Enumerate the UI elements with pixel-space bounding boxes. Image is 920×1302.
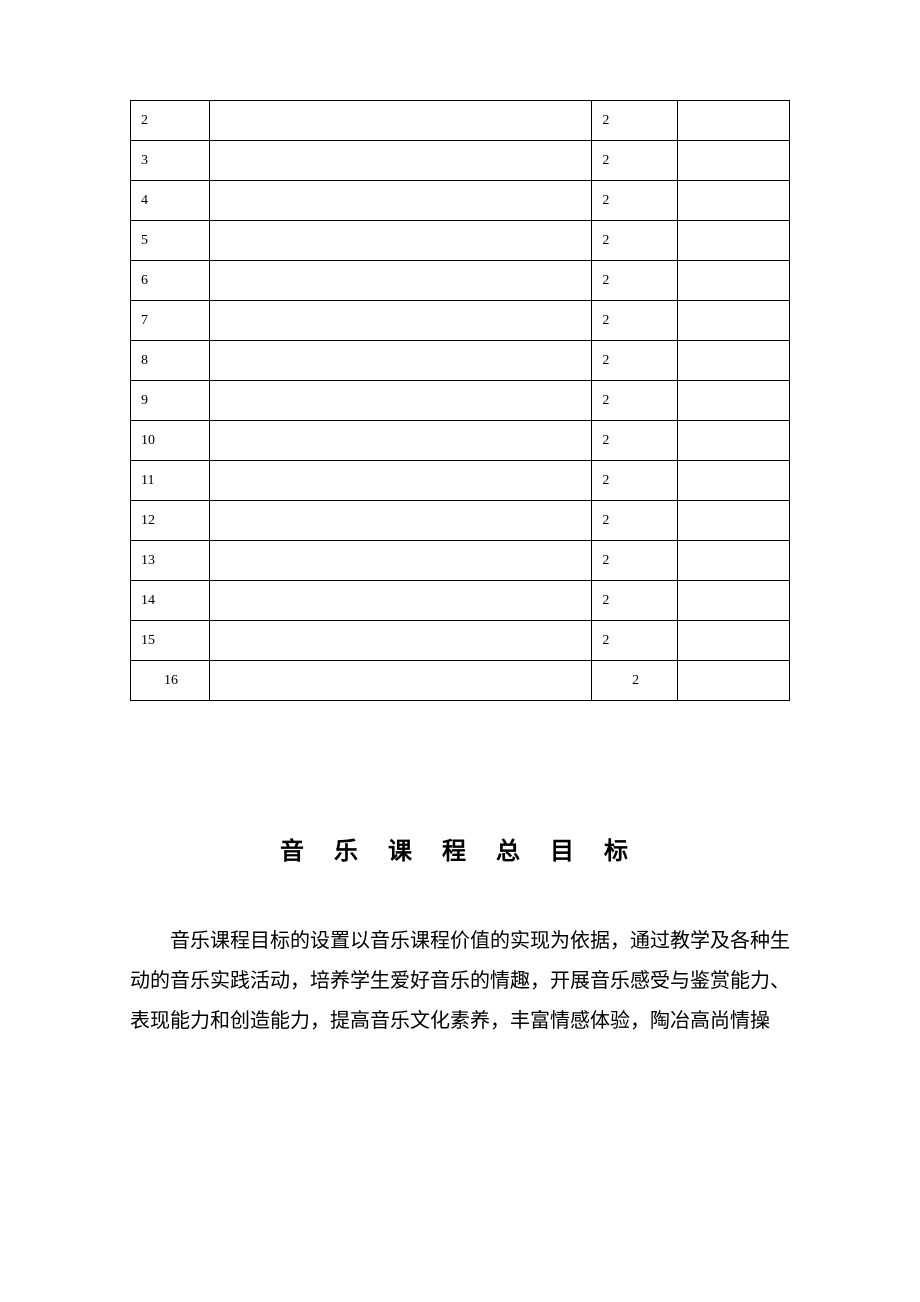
cell-count: 2 [592,181,678,221]
cell-index: 11 [131,461,210,501]
cell-count: 2 [592,301,678,341]
cell-content [210,461,592,501]
table-row: 11 2 [131,461,790,501]
table-row: 4 2 [131,181,790,221]
cell-count: 2 [592,461,678,501]
table-row: 13 2 [131,541,790,581]
cell-content [210,501,592,541]
cell-note [677,421,789,461]
cell-count: 2 [592,141,678,181]
cell-index: 5 [131,221,210,261]
table-row: 12 2 [131,501,790,541]
table-row: 16 2 [131,661,790,701]
cell-content [210,541,592,581]
cell-index: 3 [131,141,210,181]
cell-index: 13 [131,541,210,581]
cell-count: 2 [592,381,678,421]
cell-note [677,381,789,421]
table-row: 8 2 [131,341,790,381]
cell-content [210,261,592,301]
cell-content [210,221,592,261]
cell-content [210,181,592,221]
cell-count: 2 [592,421,678,461]
cell-content [210,141,592,181]
cell-note [677,541,789,581]
cell-count: 2 [592,621,678,661]
cell-content [210,381,592,421]
cell-count: 2 [592,661,678,701]
table-row: 15 2 [131,621,790,661]
cell-note [677,301,789,341]
body-paragraph: 音乐课程目标的设置以音乐课程价值的实现为依据，通过教学及各种生动的音乐实践活动，… [130,921,790,1041]
cell-index: 2 [131,101,210,141]
cell-index: 6 [131,261,210,301]
document-page: 2 2 3 2 4 2 5 2 [0,0,920,1121]
cell-note [677,341,789,381]
cell-count: 2 [592,501,678,541]
cell-note [677,141,789,181]
cell-count: 2 [592,101,678,141]
cell-count: 2 [592,541,678,581]
cell-count: 2 [592,221,678,261]
cell-note [677,581,789,621]
cell-note [677,501,789,541]
cell-note [677,221,789,261]
cell-note [677,261,789,301]
cell-content [210,421,592,461]
cell-index: 4 [131,181,210,221]
table-row: 3 2 [131,141,790,181]
cell-content [210,621,592,661]
schedule-table: 2 2 3 2 4 2 5 2 [130,100,790,701]
cell-note [677,101,789,141]
table-row: 14 2 [131,581,790,621]
cell-note [677,461,789,501]
paragraph-text: 音乐课程目标的设置以音乐课程价值的实现为依据，通过教学及各种生动的音乐实践活动，… [130,930,790,1032]
cell-note [677,621,789,661]
cell-note [677,661,789,701]
cell-index: 8 [131,341,210,381]
section-title: 音 乐 课 程 总 目 标 [130,831,790,866]
table-row: 5 2 [131,221,790,261]
cell-content [210,341,592,381]
cell-index: 12 [131,501,210,541]
cell-note [677,181,789,221]
table-row: 7 2 [131,301,790,341]
cell-content [210,301,592,341]
table-body: 2 2 3 2 4 2 5 2 [131,101,790,701]
cell-content [210,581,592,621]
cell-index: 16 [131,661,210,701]
cell-count: 2 [592,341,678,381]
cell-index: 10 [131,421,210,461]
cell-count: 2 [592,261,678,301]
cell-content [210,661,592,701]
cell-content [210,101,592,141]
table-row: 2 2 [131,101,790,141]
cell-index: 9 [131,381,210,421]
cell-count: 2 [592,581,678,621]
table-row: 10 2 [131,421,790,461]
table-row: 6 2 [131,261,790,301]
cell-index: 14 [131,581,210,621]
table-row: 9 2 [131,381,790,421]
cell-index: 7 [131,301,210,341]
cell-index: 15 [131,621,210,661]
